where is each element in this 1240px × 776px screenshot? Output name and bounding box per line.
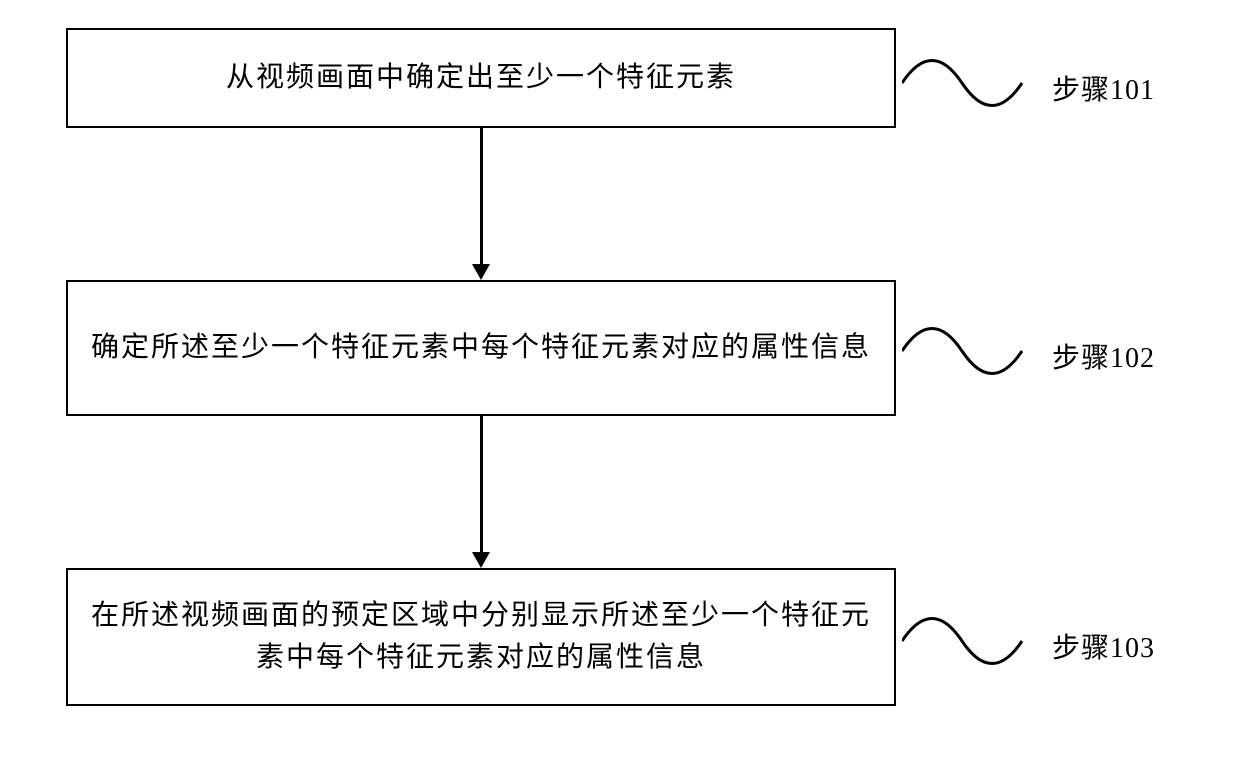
- wave-connector-icon: [902, 606, 1042, 676]
- wave-connector-icon: [902, 48, 1042, 118]
- step-label-n3: 步骤103: [1052, 626, 1155, 666]
- flow-edge: [480, 416, 483, 552]
- arrow-down-icon: [472, 264, 490, 280]
- step-label-n2: 步骤102: [1052, 336, 1155, 376]
- flow-node-text: 从视频画面中确定出至少一个特征元素: [226, 57, 736, 99]
- flow-node-text: 确定所述至少一个特征元素中每个特征元素对应的属性信息: [91, 327, 871, 369]
- flow-node-text: 在所述视频画面的预定区域中分别显示所述至少一个特征元素中每个特征元素对应的属性信…: [88, 595, 874, 679]
- arrow-down-icon: [472, 552, 490, 568]
- flow-node-n2: 确定所述至少一个特征元素中每个特征元素对应的属性信息: [66, 280, 896, 416]
- wave-connector-icon: [902, 316, 1042, 386]
- step-label-n1: 步骤101: [1052, 68, 1155, 108]
- flow-node-n1: 从视频画面中确定出至少一个特征元素: [66, 28, 896, 128]
- flow-edge: [480, 128, 483, 264]
- flow-node-n3: 在所述视频画面的预定区域中分别显示所述至少一个特征元素中每个特征元素对应的属性信…: [66, 568, 896, 706]
